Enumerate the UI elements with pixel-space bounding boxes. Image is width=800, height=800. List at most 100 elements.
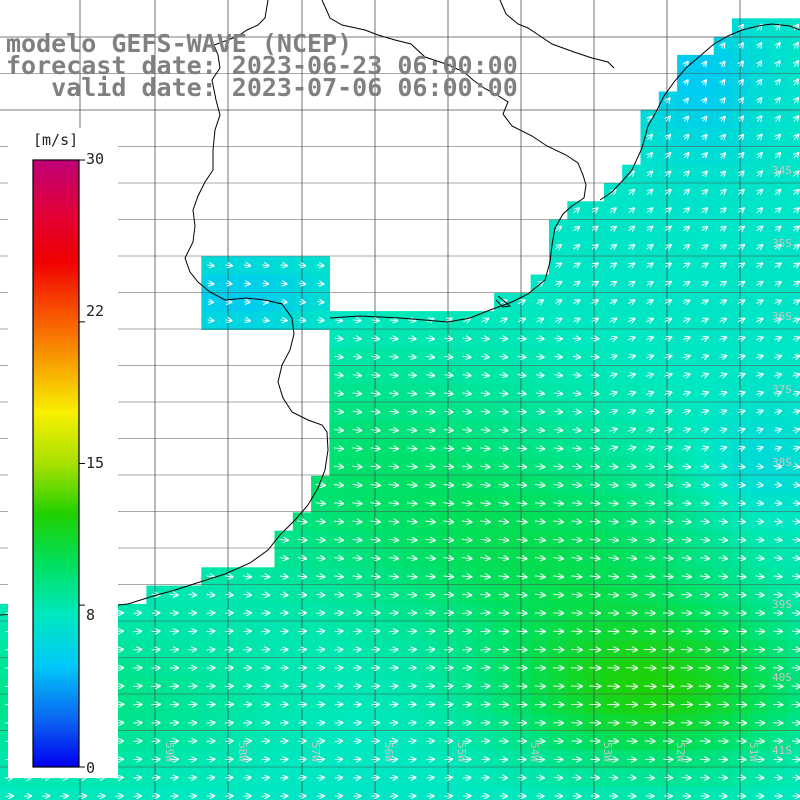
latitude-label: 35S <box>772 237 792 250</box>
wind-speed-cell <box>786 402 800 422</box>
wind-vector <box>426 704 434 705</box>
wind-vector <box>353 723 361 724</box>
wind-vector <box>408 778 415 779</box>
wind-vector <box>334 796 342 797</box>
wind-vector <box>662 686 674 687</box>
wind-vector <box>334 649 343 650</box>
wind-vector <box>133 759 141 760</box>
wind-vector <box>188 796 196 797</box>
wind-speed-cell <box>677 786 696 800</box>
wind-vector <box>243 723 251 724</box>
wind-vector <box>298 704 306 705</box>
wind-speed-cell <box>786 457 800 477</box>
wind-vector <box>261 668 269 669</box>
wind-vector <box>371 704 379 705</box>
wind-vector <box>224 723 233 724</box>
wind-vector <box>353 796 360 797</box>
wind-vector <box>279 796 287 797</box>
wind-vector <box>169 704 178 705</box>
wind-vector <box>243 613 251 614</box>
wind-vector <box>279 778 287 779</box>
wind-vector <box>169 723 178 724</box>
wind-vector <box>206 668 214 669</box>
wind-vector <box>279 704 288 705</box>
wind-vector <box>133 631 141 632</box>
wind-vector <box>426 723 434 724</box>
wind-vector <box>426 741 434 742</box>
wind-vector <box>353 759 360 760</box>
wind-vector <box>224 613 233 614</box>
wind-vector <box>444 704 452 705</box>
wind-vector <box>352 668 361 669</box>
wind-vector <box>425 631 435 632</box>
wind-vector <box>444 741 453 742</box>
wind-speed-cell <box>786 329 800 349</box>
wind-vector <box>316 631 324 632</box>
wind-vector <box>226 302 231 303</box>
wind-speed-cell <box>384 786 404 800</box>
wind-vector <box>298 796 305 797</box>
wind-vector <box>206 723 214 724</box>
wind-vector <box>371 796 379 797</box>
wind-speed-cell <box>109 786 129 800</box>
wind-vector <box>261 723 270 724</box>
wind-vector <box>224 741 233 742</box>
wind-speed-cell <box>786 54 800 74</box>
wind-vector <box>444 778 452 779</box>
wind-vector <box>224 631 233 632</box>
wind-vector <box>426 759 434 760</box>
wind-vector <box>407 649 416 650</box>
wind-vector <box>132 723 142 724</box>
wind-vector <box>298 741 306 742</box>
wind-vector <box>371 631 379 632</box>
wind-vector <box>151 723 159 724</box>
wind-vector <box>243 668 251 669</box>
wind-vector <box>353 704 361 705</box>
wind-vector <box>133 668 141 669</box>
wind-speed-cell <box>237 786 257 800</box>
wind-vector <box>262 302 269 303</box>
wind-speed-cell <box>274 786 294 800</box>
wind-vector <box>334 723 343 724</box>
wind-vector <box>316 723 325 724</box>
wind-vector <box>444 668 452 669</box>
wind-vector <box>151 741 160 742</box>
wind-vector <box>462 778 471 779</box>
wind-speed-cell <box>164 786 184 800</box>
wind-vector <box>334 741 342 742</box>
wind-speed-cell <box>786 219 800 239</box>
colorbar-tick-0: 0 <box>86 759 96 777</box>
wind-vector <box>334 613 343 614</box>
wind-speed-cell <box>786 274 800 294</box>
latitude-label: 41S <box>772 744 792 757</box>
wind-speed-cell <box>786 494 800 513</box>
wind-speed-cell <box>201 786 221 800</box>
wind-speed-cell <box>329 786 349 800</box>
wind-speed-cell <box>786 128 800 147</box>
wind-vector <box>407 723 416 724</box>
wind-vector <box>60 796 68 797</box>
wind-vector <box>425 686 434 687</box>
wind-vector <box>371 686 379 687</box>
longitude-label: 51W <box>747 742 760 762</box>
wind-speed-cell <box>512 786 532 800</box>
wind-vector <box>188 631 196 632</box>
wind-vector <box>316 778 324 779</box>
wind-speed-cell <box>786 73 800 93</box>
wind-vector <box>371 759 379 760</box>
wind-speed-cell <box>36 786 56 800</box>
wind-vector <box>462 686 471 687</box>
wind-vector <box>225 283 232 284</box>
wind-vector <box>334 686 343 687</box>
wind-vector <box>353 741 360 742</box>
wind-vector <box>407 686 416 687</box>
wind-vector <box>187 704 196 705</box>
wind-vector <box>426 796 434 797</box>
wind-vector <box>334 668 343 669</box>
wind-vector <box>41 796 50 797</box>
wind-speed-cell <box>640 786 660 800</box>
wind-speed-cell <box>786 146 800 166</box>
wind-vector <box>225 796 232 797</box>
wind-speed-cell <box>146 786 166 800</box>
wind-vector <box>261 796 269 797</box>
